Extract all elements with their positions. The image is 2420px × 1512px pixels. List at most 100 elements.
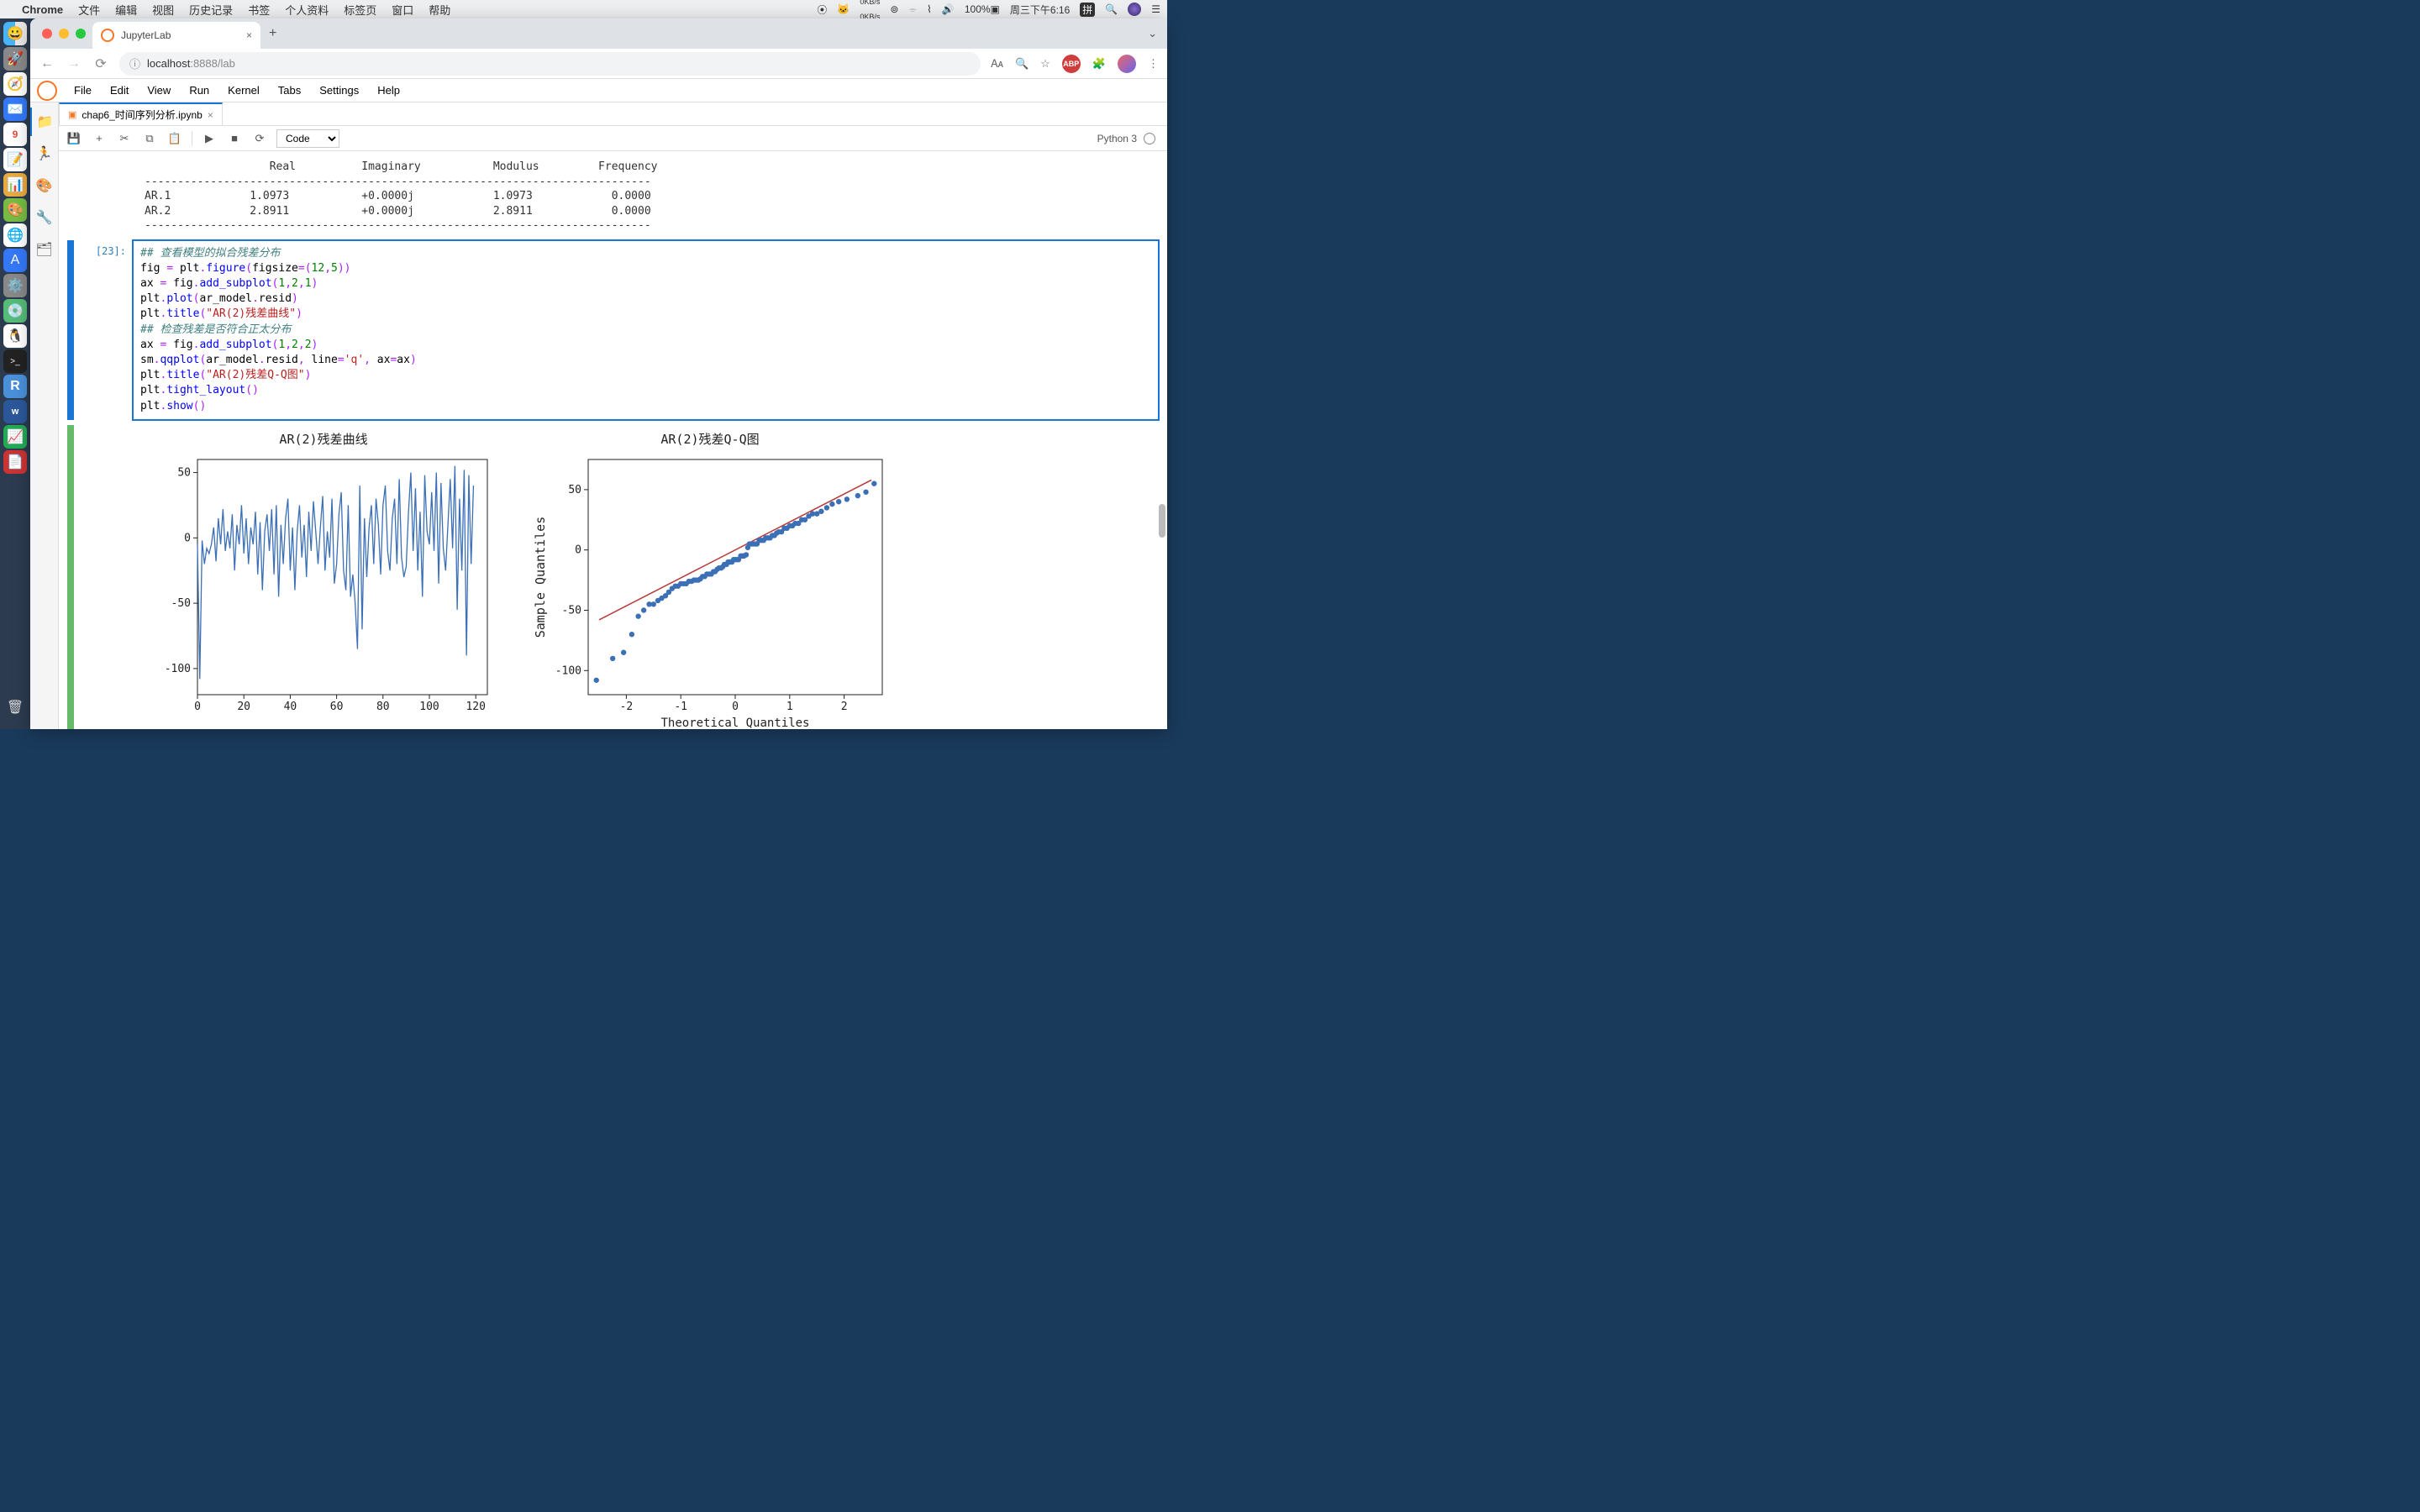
window-minimize-button[interactable] — [59, 29, 69, 39]
add-cell-button[interactable]: + — [91, 130, 108, 147]
app-menu[interactable]: Chrome — [22, 3, 63, 16]
jupyter-main: ▣ chap6_时间序列分析.ipynb × 💾 + ✂ ⧉ 📋 ▶ ■ ⟳ — [59, 102, 1167, 729]
dock-pdf[interactable]: 📄 — [3, 450, 27, 474]
menu-tabs[interactable]: 标签页 — [344, 2, 376, 18]
jp-menu-tabs[interactable]: Tabs — [270, 81, 309, 100]
site-info-icon[interactable]: ⓘ — [129, 55, 140, 71]
dock-app4[interactable]: 📈 — [3, 425, 27, 449]
copy-button[interactable]: ⧉ — [141, 130, 158, 147]
address-bar[interactable]: ⓘ localhost:8888/lab — [119, 52, 981, 76]
stop-button[interactable]: ■ — [226, 130, 243, 147]
tabstrip-expand-icon[interactable]: ⌄ — [1148, 27, 1167, 40]
jp-menu-view[interactable]: View — [139, 81, 179, 100]
menu-list-icon[interactable]: ☰ — [1151, 3, 1160, 15]
jupyter-menubar: File Edit View Run Kernel Tabs Settings … — [30, 79, 1167, 102]
jp-menu-help[interactable]: Help — [369, 81, 408, 100]
dock-terminal[interactable]: >_ — [3, 349, 27, 373]
jp-menu-settings[interactable]: Settings — [311, 81, 367, 100]
kernel-name[interactable]: Python 3 — [1097, 133, 1137, 144]
menu-window[interactable]: 窗口 — [392, 2, 413, 18]
save-button[interactable]: 💾 — [66, 130, 82, 147]
profile-avatar[interactable] — [1118, 55, 1136, 73]
dock-app1[interactable]: 📊 — [3, 173, 27, 197]
dock-launchpad[interactable]: 🚀 — [3, 47, 27, 71]
plot2-title: AR(2)残差Q-Q图 — [660, 430, 759, 448]
dock-app3[interactable]: 💿 — [3, 299, 27, 323]
bluetooth-icon[interactable]: ⌯ — [908, 3, 917, 16]
dock-mail[interactable]: ✉️ — [3, 97, 27, 121]
subplot-qq: AR(2)残差Q-Q图 -100-50050-2-1012Theoretical… — [529, 430, 891, 729]
dock-rstudio[interactable]: R — [3, 375, 27, 398]
reload-button[interactable]: ⟳ — [92, 55, 109, 72]
dock-trash[interactable]: 🗑 — [3, 696, 27, 719]
date-time[interactable]: 周三 下午6:16 — [1010, 3, 1070, 17]
dock-app2[interactable]: 🎨 — [3, 198, 27, 222]
control-center-icon[interactable]: ⊚ — [890, 3, 898, 15]
code-cell[interactable]: [23]: ## 查看模型的拟合残差分布 fig = plt.figure(fi… — [67, 240, 1159, 420]
dock-safari[interactable]: 🧭 — [3, 72, 27, 96]
jp-menu-run[interactable]: Run — [181, 81, 218, 100]
restart-button[interactable]: ⟳ — [251, 130, 268, 147]
dock-qq[interactable]: 🐧 — [3, 324, 27, 348]
extensions-icon[interactable]: 🧩 — [1092, 57, 1106, 71]
wifi-icon[interactable]: ⌇ — [927, 3, 932, 15]
code-editor[interactable]: ## 查看模型的拟合残差分布 fig = plt.figure(figsize=… — [133, 240, 1159, 420]
siri-icon[interactable] — [1128, 3, 1141, 16]
svg-text:-100: -100 — [165, 663, 191, 675]
svg-text:0: 0 — [184, 532, 191, 544]
jp-menu-edit[interactable]: Edit — [102, 81, 137, 100]
volume-icon[interactable]: 🔊 — [942, 3, 955, 15]
menu-help[interactable]: 帮助 — [429, 2, 450, 18]
ime-indicator[interactable]: 拼 — [1080, 3, 1095, 17]
new-tab-button[interactable]: + — [260, 26, 285, 41]
zoom-icon[interactable]: 🔍 — [1015, 57, 1028, 71]
menu-profile[interactable]: 个人资料 — [285, 2, 329, 18]
filebrowser-icon[interactable]: 📁 — [30, 108, 59, 136]
jp-menu-kernel[interactable]: Kernel — [219, 81, 268, 100]
window-close-button[interactable] — [42, 29, 52, 39]
dock-word[interactable]: w — [3, 400, 27, 423]
paste-button[interactable]: 📋 — [166, 130, 183, 147]
jupyter-body: 📁 🏃 🎨 🔧 🗂 ▣ chap6_时间序列分析.ipynb × 💾 + — [30, 102, 1167, 729]
menu-view[interactable]: 视图 — [152, 2, 174, 18]
cell-prompt: [23]: — [74, 240, 133, 420]
svg-text:50: 50 — [568, 484, 581, 496]
dock-calendar[interactable]: 9 — [3, 123, 27, 146]
commands-icon[interactable]: 🎨 — [30, 171, 59, 200]
menu-history[interactable]: 历史记录 — [189, 2, 233, 18]
dock-settings[interactable]: ⚙️ — [3, 274, 27, 297]
open-tabs-icon[interactable]: 🗂 — [30, 235, 59, 264]
browser-tab[interactable]: JupyterLab × — [92, 22, 260, 49]
back-button[interactable]: ← — [39, 56, 55, 71]
menu-edit[interactable]: 编辑 — [115, 2, 137, 18]
run-button[interactable]: ▶ — [201, 130, 218, 147]
menu-file[interactable]: 文件 — [78, 2, 100, 18]
notebook-panel[interactable]: Real Imaginary Modulus Frequency -------… — [59, 151, 1167, 729]
chrome-window: JupyterLab × + ⌄ ← → ⟳ ⓘ localhost:8888/… — [30, 18, 1167, 729]
adblock-icon[interactable]: ABP — [1062, 55, 1081, 73]
jupyter-logo-icon — [37, 81, 57, 101]
notebook-toolbar: 💾 + ✂ ⧉ 📋 ▶ ■ ⟳ Code Python 3 — [59, 126, 1167, 151]
dock-chrome[interactable]: 🌐 — [3, 223, 27, 247]
menu-bookmarks[interactable]: 书签 — [248, 2, 270, 18]
translate-icon[interactable]: 🗛 — [991, 57, 1003, 71]
dock-appstore[interactable]: A — [3, 249, 27, 272]
running-icon[interactable]: 🏃 — [30, 139, 59, 168]
bookmark-star-icon[interactable]: ☆ — [1040, 57, 1050, 71]
browser-toolbar: ← → ⟳ ⓘ localhost:8888/lab 🗛 🔍 ☆ ABP 🧩 ⋮ — [30, 49, 1167, 79]
notebook-tab-close-icon[interactable]: × — [208, 109, 213, 121]
forward-button[interactable]: → — [66, 56, 82, 71]
cell-type-select[interactable]: Code — [276, 129, 339, 148]
spotlight-icon[interactable]: 🔍 — [1105, 3, 1118, 15]
svg-text:-50: -50 — [562, 604, 581, 617]
jp-menu-file[interactable]: File — [66, 81, 100, 100]
window-zoom-button[interactable] — [76, 29, 86, 39]
settings-sidebar-icon[interactable]: 🔧 — [30, 203, 59, 232]
notebook-tab[interactable]: ▣ chap6_时间序列分析.ipynb × — [59, 102, 223, 125]
scrollbar-thumb[interactable] — [1159, 504, 1165, 538]
dock-finder[interactable]: 😀 — [3, 22, 27, 45]
cut-button[interactable]: ✂ — [116, 130, 133, 147]
tab-close-icon[interactable]: × — [246, 29, 252, 41]
dock-notes[interactable]: 📝 — [3, 148, 27, 171]
chrome-menu-icon[interactable]: ⋮ — [1148, 57, 1159, 71]
